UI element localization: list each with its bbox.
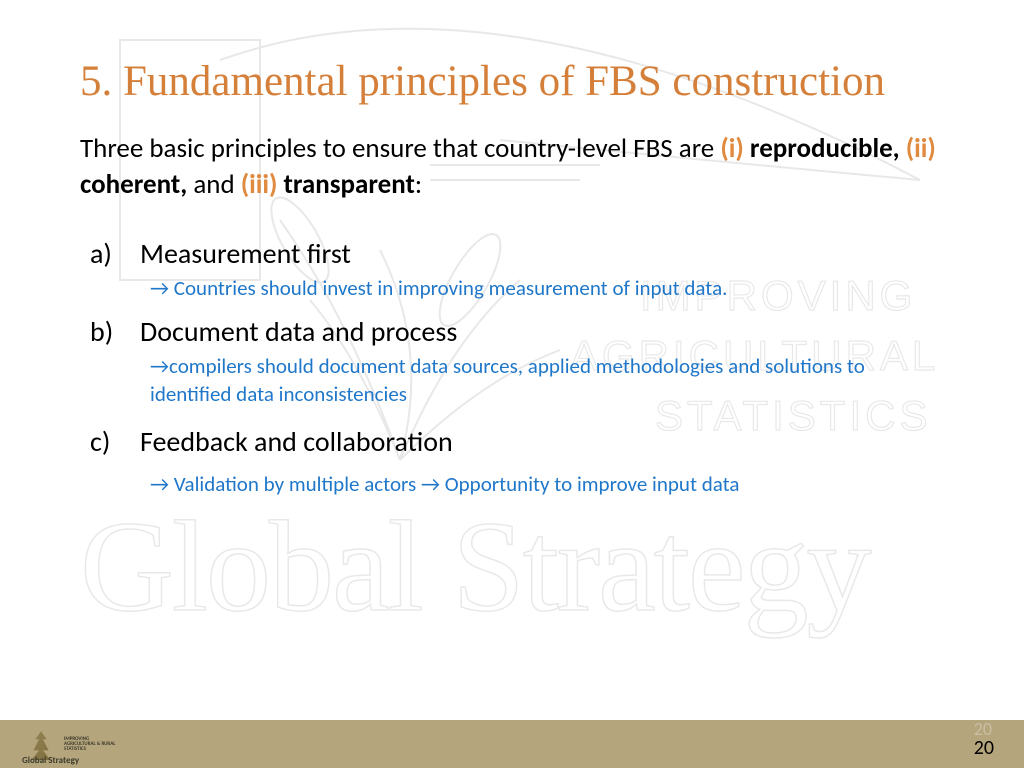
item-marker: a): [90, 236, 140, 271]
roman-i: (i): [720, 132, 743, 165]
intro-and: and: [187, 168, 241, 201]
slide-title: 5. Fundamental principles of FBS constru…: [80, 55, 944, 109]
item-subtext: → Countries should invest in improving m…: [90, 275, 944, 302]
item-subtext: →compilers should document data sources,…: [90, 353, 944, 408]
roman-ii: (ii): [906, 132, 936, 165]
word-coherent: coherent,: [80, 168, 187, 201]
intro-lead: Three basic principles to ensure that co…: [80, 132, 720, 165]
list-item: b) Document data and process →compilers …: [90, 312, 944, 408]
item-marker: b): [90, 314, 140, 349]
word-reproducible: reproducible,: [744, 132, 906, 165]
roman-iii: (iii): [241, 168, 278, 201]
principles-list: a) Measurement first → Countries should …: [80, 234, 944, 499]
list-item: c) Feedback and collaboration → Validati…: [90, 422, 944, 498]
page-number: 20: [974, 736, 994, 760]
item-subtext: → Validation by multiple actors → Opport…: [90, 471, 944, 498]
slide-footer: IMPROVING AGRICULTURAL & RURAL STATISTIC…: [0, 720, 1024, 768]
footer-logo-text: IMPROVING AGRICULTURAL & RURAL STATISTIC…: [64, 737, 115, 752]
item-marker: c): [90, 424, 140, 459]
slide-content: 5. Fundamental principles of FBS constru…: [0, 0, 1024, 498]
list-item: a) Measurement first → Countries should …: [90, 234, 944, 302]
intro-tail: :: [415, 168, 422, 201]
intro-paragraph: Three basic principles to ensure that co…: [80, 131, 944, 204]
wm-brand: Global Strategy: [80, 495, 872, 639]
item-heading: Document data and process: [140, 312, 457, 351]
footer-logo: IMPROVING AGRICULTURAL & RURAL STATISTIC…: [22, 724, 132, 764]
item-heading: Measurement first: [140, 234, 351, 273]
word-transparent: transparent: [277, 168, 414, 201]
item-heading: Feedback and collaboration: [140, 422, 453, 461]
footer-brand: Global Strategy: [22, 755, 79, 766]
